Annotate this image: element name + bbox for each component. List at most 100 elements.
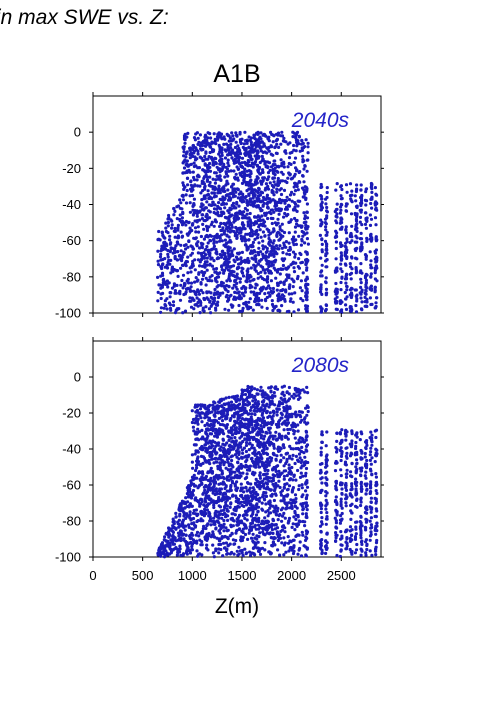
data-point xyxy=(218,400,222,404)
data-point xyxy=(283,201,287,205)
data-point xyxy=(363,291,367,295)
data-point xyxy=(277,200,281,204)
data-point xyxy=(177,534,181,538)
data-point xyxy=(279,396,283,400)
data-point xyxy=(269,459,273,463)
data-point xyxy=(183,292,187,296)
data-point xyxy=(185,176,190,180)
data-point xyxy=(304,291,308,295)
data-point xyxy=(186,277,190,281)
data-point xyxy=(293,205,297,209)
data-point xyxy=(227,298,231,302)
data-point xyxy=(181,311,185,315)
data-point xyxy=(229,192,233,196)
data-point xyxy=(244,146,248,151)
data-point xyxy=(205,233,209,238)
data-point xyxy=(204,276,208,280)
data-point xyxy=(373,277,377,281)
data-point xyxy=(171,303,176,307)
data-point xyxy=(202,297,206,301)
data-point xyxy=(156,275,160,279)
data-point xyxy=(244,449,248,454)
data-point xyxy=(265,306,269,310)
data-point xyxy=(225,457,230,462)
data-point xyxy=(220,268,224,272)
data-point xyxy=(287,220,291,224)
data-point xyxy=(339,208,343,212)
data-point xyxy=(198,407,203,411)
data-point xyxy=(234,172,238,176)
data-point xyxy=(196,251,200,255)
data-point xyxy=(197,272,201,276)
data-point xyxy=(225,167,229,171)
data-point xyxy=(200,277,205,281)
data-point xyxy=(282,139,286,143)
data-point xyxy=(251,546,255,551)
data-point xyxy=(293,208,297,212)
data-point xyxy=(174,539,178,543)
data-point xyxy=(235,267,239,271)
data-point xyxy=(355,229,359,233)
data-point xyxy=(370,184,374,188)
data-point xyxy=(232,158,236,163)
data-point xyxy=(159,252,163,256)
data-point xyxy=(188,536,192,541)
data-point xyxy=(262,473,266,477)
data-point xyxy=(253,412,257,417)
data-point xyxy=(223,546,227,550)
data-point xyxy=(208,403,212,407)
figure-title: in max SWE vs. Z: xyxy=(0,6,169,29)
data-point xyxy=(243,139,248,143)
data-point xyxy=(229,485,233,489)
data-point xyxy=(201,159,205,163)
data-point xyxy=(229,142,233,146)
data-point xyxy=(354,223,358,227)
data-point xyxy=(305,385,309,389)
data-point xyxy=(248,251,253,255)
data-point xyxy=(274,207,278,211)
data-point xyxy=(344,231,348,235)
data-point xyxy=(287,241,291,245)
data-point xyxy=(339,241,343,245)
data-point xyxy=(224,396,228,400)
data-point xyxy=(335,290,339,294)
data-point xyxy=(249,536,254,540)
data-point xyxy=(207,416,212,420)
data-point xyxy=(259,235,263,239)
panel-title: A1B xyxy=(213,60,260,88)
data-point xyxy=(215,285,219,289)
data-point xyxy=(215,240,219,244)
data-point xyxy=(248,468,252,472)
data-point xyxy=(184,193,188,197)
data-point xyxy=(278,536,283,540)
data-point xyxy=(305,298,309,302)
data-point xyxy=(364,218,369,222)
data-point xyxy=(159,306,163,310)
data-point xyxy=(364,226,368,230)
data-point xyxy=(275,252,279,256)
data-point xyxy=(305,187,309,191)
data-point xyxy=(275,270,280,274)
data-point xyxy=(300,237,304,242)
data-point xyxy=(293,172,297,176)
data-point xyxy=(242,399,246,403)
data-point xyxy=(359,277,363,281)
data-point xyxy=(226,134,230,138)
data-point xyxy=(209,142,213,146)
data-point xyxy=(241,274,246,278)
data-point xyxy=(253,449,257,453)
data-point xyxy=(363,222,368,226)
data-point xyxy=(245,503,249,507)
data-point xyxy=(264,502,268,506)
data-point xyxy=(259,406,263,410)
data-point xyxy=(205,245,209,249)
data-point xyxy=(212,267,216,271)
data-point xyxy=(237,545,241,549)
data-point xyxy=(246,432,250,436)
data-point xyxy=(202,227,206,231)
data-point xyxy=(349,291,354,295)
data-point xyxy=(228,246,232,250)
data-point xyxy=(263,211,267,215)
data-point xyxy=(214,308,218,312)
data-point xyxy=(257,139,261,143)
